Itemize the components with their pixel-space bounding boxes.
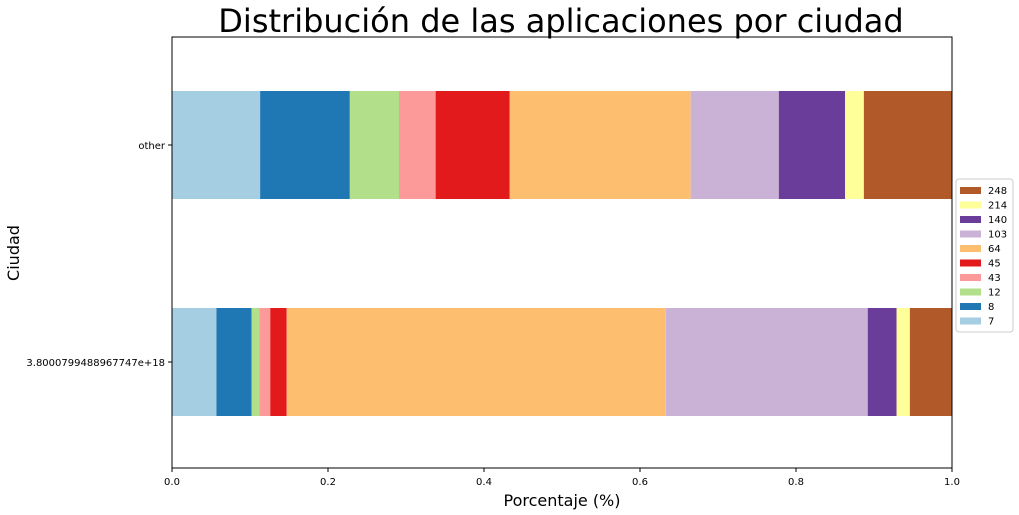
bar-segment-140-other <box>778 91 846 199</box>
legend-swatch-8 <box>960 303 981 310</box>
x-axis: 0.0 0.2 0.4 0.6 0.8 1.0 <box>164 468 960 488</box>
y-tick-label: 3.8000799488967747e+18 <box>26 358 165 369</box>
y-axis-label: Ciudad <box>4 225 23 281</box>
bar-segment-12-other <box>349 91 399 199</box>
legend-label-45: 45 <box>988 259 1001 270</box>
y-axis: 3.8000799488967747e+18 other <box>26 141 172 369</box>
legend-swatch-64 <box>960 245 981 252</box>
legend-label-8: 8 <box>988 302 994 313</box>
bar-segment-64-other <box>509 91 691 199</box>
bar-segment-103-city <box>665 308 868 416</box>
bar-segment-248-city <box>909 308 952 416</box>
legend-label-7: 7 <box>988 317 994 328</box>
legend-label-248: 248 <box>988 186 1007 197</box>
legend-label-140: 140 <box>988 215 1007 226</box>
legend: 248 214 140 103 64 45 43 12 8 7 <box>955 178 1014 333</box>
legend-swatch-103 <box>960 230 981 238</box>
x-axis-label: Porcentaje (%) <box>503 491 620 510</box>
bar-segment-8-other <box>260 91 350 199</box>
x-tick-label: 0.4 <box>476 477 492 488</box>
bar-segment-12-city <box>251 308 260 416</box>
bar-segment-7-other <box>172 91 261 199</box>
legend-swatch-140 <box>960 216 981 223</box>
y-tick-label: other <box>138 141 166 152</box>
legend-label-43: 43 <box>988 273 1001 284</box>
legend-label-12: 12 <box>988 288 1001 299</box>
legend-label-214: 214 <box>988 201 1007 212</box>
x-tick-label: 0.6 <box>632 477 648 488</box>
legend-swatch-214 <box>960 201 981 209</box>
bar-segment-248-other <box>863 91 952 199</box>
legend-swatch-12 <box>960 288 981 296</box>
x-tick-label: 1.0 <box>944 477 960 488</box>
bar-segment-43-city <box>259 308 271 416</box>
bar-segment-45-city <box>270 308 287 416</box>
bar-segment-8-city <box>216 308 252 416</box>
legend-swatch-43 <box>960 274 981 281</box>
bar-segment-103-other <box>690 91 779 199</box>
legend-swatch-45 <box>960 259 981 267</box>
bar-segment-214-other <box>845 91 864 199</box>
legend-label-64: 64 <box>988 244 1001 255</box>
bar-segment-7-city <box>172 308 217 416</box>
legend-label-103: 103 <box>988 230 1007 241</box>
bars-layer <box>172 91 952 416</box>
x-tick-label: 0.2 <box>320 477 336 488</box>
chart-title: Distribución de las aplicaciones por ciu… <box>218 2 903 40</box>
bar-segment-43-other <box>398 91 436 199</box>
bar-segment-140-city <box>867 308 897 416</box>
bar-segment-45-other <box>435 91 510 199</box>
x-tick-label: 0.0 <box>164 477 180 488</box>
x-tick-label: 0.8 <box>788 477 804 488</box>
legend-swatch-248 <box>960 187 981 194</box>
bar-segment-214-city <box>896 308 910 416</box>
legend-swatch-7 <box>960 317 981 325</box>
plot-frame <box>171 36 953 469</box>
bar-segment-64-city <box>286 308 666 416</box>
